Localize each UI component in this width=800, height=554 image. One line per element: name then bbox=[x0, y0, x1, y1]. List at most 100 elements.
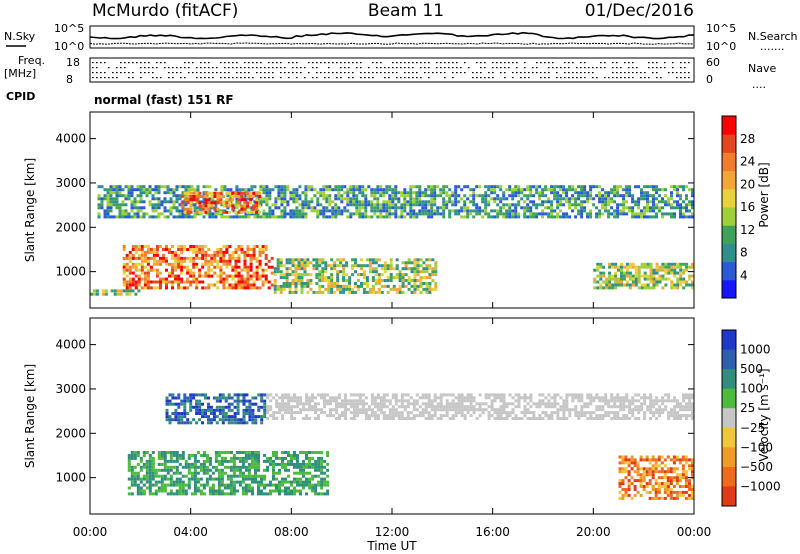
echo-cell bbox=[454, 203, 458, 207]
echo-cell bbox=[304, 212, 308, 216]
echo-cell bbox=[248, 418, 252, 422]
echo-cell bbox=[155, 274, 159, 278]
freq-dot bbox=[504, 62, 506, 64]
echo-cell bbox=[331, 209, 335, 213]
echo-cell bbox=[160, 489, 164, 493]
echo-cell bbox=[430, 200, 434, 204]
freq-dot bbox=[476, 77, 478, 79]
echo-cell bbox=[128, 259, 132, 263]
echo-cell bbox=[284, 465, 287, 469]
echo-cell bbox=[184, 474, 188, 478]
echo-cell bbox=[190, 465, 194, 469]
echo-cell bbox=[271, 215, 275, 219]
echo-cell bbox=[187, 454, 191, 457]
echo-cell bbox=[149, 268, 153, 272]
echo-cell bbox=[682, 277, 686, 281]
echo-cell bbox=[280, 188, 284, 192]
freq-dot bbox=[344, 72, 346, 74]
freq-dot bbox=[480, 77, 482, 79]
echo-cell bbox=[195, 280, 199, 284]
echo-cell bbox=[130, 206, 134, 210]
echo-cell bbox=[634, 268, 638, 272]
freq-dot bbox=[444, 72, 446, 74]
echo-cell bbox=[577, 212, 581, 216]
echo-cell bbox=[406, 414, 410, 418]
echo-cell bbox=[376, 417, 380, 420]
echo-cell bbox=[265, 185, 269, 189]
echo-cell bbox=[511, 408, 515, 412]
echo-cell bbox=[637, 203, 641, 207]
echo-cell bbox=[198, 280, 202, 284]
echo-cell bbox=[289, 212, 293, 216]
echo-cell bbox=[249, 210, 253, 214]
echo-cell bbox=[317, 468, 321, 472]
freq-dot bbox=[348, 67, 350, 69]
echo-cell bbox=[475, 212, 479, 216]
echo-cell bbox=[228, 245, 232, 248]
echo-cell bbox=[407, 258, 411, 262]
echo-cell bbox=[198, 195, 202, 198]
echo-cell bbox=[284, 405, 288, 409]
echo-cell bbox=[320, 411, 323, 415]
echo-cell bbox=[481, 209, 485, 213]
echo-cell bbox=[257, 462, 260, 466]
echo-cell bbox=[371, 287, 375, 291]
echo-cell bbox=[163, 486, 167, 490]
echo-cell bbox=[193, 456, 197, 460]
echo-cell bbox=[382, 399, 386, 403]
echo-cell bbox=[691, 405, 694, 409]
echo-cell bbox=[196, 465, 200, 469]
echo-cell bbox=[341, 411, 344, 415]
echo-cell bbox=[247, 471, 251, 475]
echo-cell bbox=[577, 194, 581, 198]
echo-cell bbox=[664, 393, 668, 397]
echo-cell bbox=[526, 402, 530, 406]
echo-cell bbox=[322, 209, 326, 213]
echo-cell bbox=[139, 194, 143, 198]
echo-cell bbox=[189, 274, 193, 278]
freq-dot bbox=[200, 62, 202, 64]
echo-cell bbox=[219, 271, 223, 275]
echo-cell bbox=[425, 276, 429, 280]
echo-cell bbox=[121, 215, 125, 219]
echo-cell bbox=[177, 248, 181, 251]
echo-cell bbox=[302, 483, 305, 487]
echo-cell bbox=[550, 402, 554, 406]
echo-cell bbox=[118, 206, 122, 210]
echo-cell bbox=[168, 415, 172, 419]
echo-cell bbox=[277, 188, 281, 192]
echo-cell bbox=[639, 476, 643, 480]
echo-cell bbox=[171, 253, 174, 257]
echo-cell bbox=[394, 215, 398, 219]
echo-cell bbox=[209, 418, 213, 422]
echo-cell bbox=[636, 490, 640, 494]
echo-cell bbox=[229, 459, 233, 463]
echo-cell bbox=[562, 417, 566, 420]
freq-dot bbox=[96, 72, 98, 74]
echo-cell bbox=[613, 215, 617, 219]
echo-cell bbox=[136, 451, 140, 454]
echo-cell bbox=[631, 194, 635, 198]
echo-cell bbox=[260, 421, 264, 425]
echo-cell bbox=[445, 408, 449, 412]
echo-cell bbox=[127, 486, 131, 490]
echo-cell bbox=[493, 188, 497, 192]
echo-cell bbox=[598, 399, 602, 403]
echo-cell bbox=[133, 451, 137, 454]
echo-cell bbox=[577, 185, 581, 189]
echo-cell bbox=[272, 465, 275, 469]
echo-cell bbox=[602, 280, 606, 284]
echo-cell bbox=[211, 486, 215, 490]
echo-cell bbox=[287, 468, 290, 472]
echo-cell bbox=[272, 459, 275, 463]
echo-cell bbox=[272, 477, 275, 481]
echo-cell bbox=[341, 405, 344, 409]
echo-cell bbox=[418, 405, 422, 409]
echo-cell bbox=[526, 408, 530, 412]
echo-cell bbox=[416, 273, 420, 277]
echo-cell bbox=[139, 465, 143, 469]
echo-cell bbox=[143, 245, 147, 248]
echo-cell bbox=[193, 212, 197, 216]
echo-cell bbox=[152, 280, 156, 284]
echo-cell bbox=[232, 486, 236, 490]
